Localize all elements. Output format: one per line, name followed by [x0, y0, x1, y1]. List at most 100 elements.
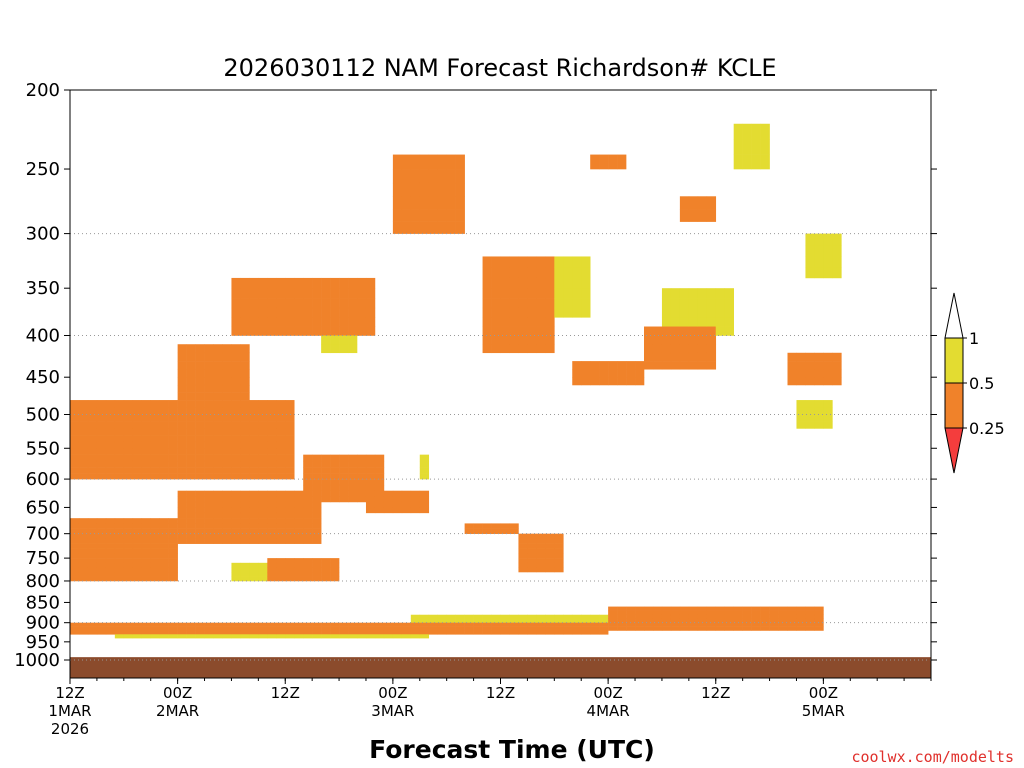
heatmap-cell — [168, 473, 178, 480]
heatmap-cell — [410, 490, 421, 497]
heatmap-cell — [536, 298, 546, 309]
heatmap-cell — [258, 467, 268, 474]
heatmap-cell — [150, 414, 160, 422]
heatmap-cell — [168, 528, 178, 534]
heatmap-cell — [303, 528, 313, 534]
heatmap-cell — [742, 139, 752, 155]
heatmap-cell — [132, 562, 143, 568]
heatmap-cell — [410, 154, 421, 170]
heatmap-cell — [661, 622, 672, 627]
heatmap-cell — [213, 460, 223, 468]
heatmap-cell — [213, 634, 223, 639]
heatmap-cell — [231, 307, 241, 318]
heatmap-cell — [195, 460, 205, 468]
heatmap-cell — [267, 538, 277, 544]
heatmap-cell — [536, 344, 546, 354]
heatmap-cell — [195, 538, 205, 544]
heatmap-cell — [401, 490, 412, 497]
y-tick-label: 600 — [26, 469, 60, 490]
heatmap-cell — [159, 538, 169, 544]
heatmap-cell — [114, 467, 125, 474]
heatmap-cell — [339, 473, 349, 480]
heatmap-cell — [231, 288, 241, 299]
heatmap-cell — [419, 467, 430, 474]
heatmap-cell — [213, 501, 223, 508]
heatmap-cell — [617, 361, 627, 370]
heatmap-cell — [78, 473, 89, 480]
heatmap-cell — [285, 448, 295, 455]
heatmap-cell — [213, 352, 223, 362]
heatmap-cell — [276, 512, 286, 519]
heatmap-cell — [186, 490, 196, 497]
heatmap-cell — [652, 606, 663, 611]
heatmap-cell — [96, 548, 107, 554]
heatmap-cell — [652, 610, 663, 616]
y-tick-label: 850 — [26, 592, 60, 613]
heatmap-cell — [141, 400, 152, 408]
heatmap-cell — [348, 484, 358, 491]
heatmap-cell — [195, 400, 205, 408]
heatmap-cell — [240, 344, 250, 354]
heatmap-cell — [500, 630, 510, 635]
heatmap-cell — [285, 400, 295, 408]
heatmap-cell — [213, 528, 223, 534]
x-tick-label: 3MAR — [371, 702, 414, 720]
heatmap-cell — [195, 622, 205, 627]
heatmap-cell — [455, 169, 465, 184]
heatmap-cell — [527, 558, 537, 564]
heatmap-cell — [267, 490, 277, 497]
heatmap-cell — [249, 428, 259, 436]
heatmap-cell — [303, 277, 313, 289]
heatmap-cell — [285, 496, 295, 503]
heatmap-cell — [240, 630, 250, 635]
heatmap-cell — [267, 562, 277, 568]
heatmap-cell — [204, 507, 214, 514]
heatmap-cell — [724, 317, 734, 327]
heatmap-cell — [285, 326, 295, 336]
heatmap-cell — [509, 344, 519, 354]
heatmap-cell — [87, 460, 98, 468]
heatmap-cell — [222, 630, 232, 635]
heatmap-cell — [330, 562, 340, 568]
heatmap-cell — [590, 369, 600, 378]
heatmap-cell — [249, 490, 259, 497]
heatmap-cell — [339, 335, 349, 345]
heatmap-cell — [150, 626, 160, 631]
heatmap-cell — [706, 326, 717, 336]
heatmap-cell — [168, 622, 178, 627]
heatmap-cell — [679, 361, 690, 370]
heatmap-cell — [742, 622, 752, 627]
heatmap-cell — [491, 256, 501, 268]
heatmap-cell — [258, 634, 268, 639]
heatmap-cell — [751, 618, 761, 623]
heatmap-cell — [222, 384, 232, 393]
heatmap-cell — [294, 496, 304, 503]
heatmap-cell — [787, 361, 797, 370]
heatmap-cell — [455, 614, 465, 620]
heatmap-cell — [105, 553, 116, 559]
heatmap-cell — [688, 610, 699, 616]
heatmap-cell — [132, 543, 143, 549]
heatmap-cell — [581, 256, 591, 268]
heatmap-cell — [105, 460, 116, 468]
heatmap-cell — [554, 288, 564, 299]
heatmap-cell — [670, 614, 681, 620]
heatmap-cell — [312, 622, 322, 627]
heatmap-cell — [518, 533, 528, 539]
heatmap-cell — [796, 610, 806, 616]
heatmap-cell — [267, 512, 277, 519]
heatmap-cell — [536, 335, 546, 345]
heatmap-cell — [177, 501, 187, 508]
heatmap-cell — [240, 414, 250, 422]
heatmap-cell — [294, 562, 304, 568]
heatmap-cell — [778, 622, 788, 627]
heatmap-cell — [715, 288, 726, 299]
heatmap-cell — [87, 414, 98, 422]
heatmap-cell — [204, 496, 214, 503]
heatmap-cell — [312, 538, 322, 544]
heatmap-cell — [285, 630, 295, 635]
heatmap-cell — [464, 528, 474, 534]
heatmap-cell — [348, 473, 358, 480]
heatmap-cell — [240, 400, 250, 408]
x-tick-label: 2026 — [51, 720, 89, 738]
